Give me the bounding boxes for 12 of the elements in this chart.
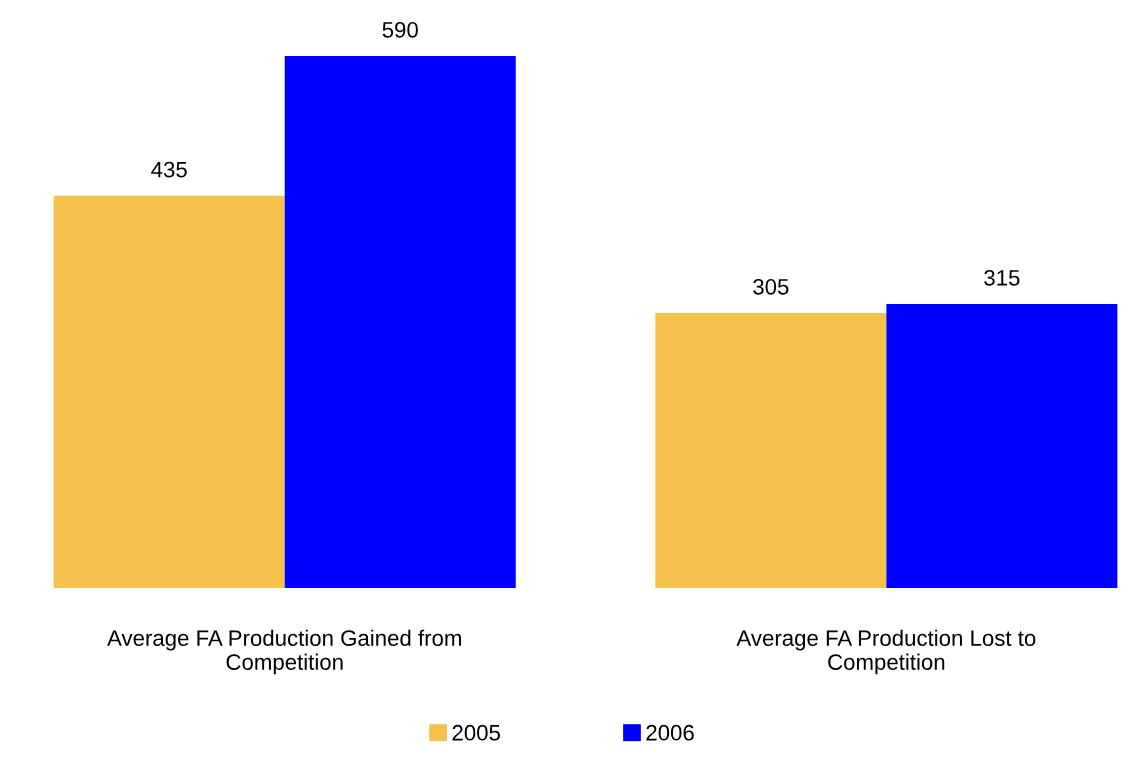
legend-label: 2005 <box>452 724 500 741</box>
data-label: 590 <box>382 21 418 38</box>
legend-label: 2006 <box>646 724 694 741</box>
x-tick-label: Average FA Production Gained from Competition <box>107 629 461 675</box>
bar <box>886 303 1118 588</box>
bar <box>655 312 887 588</box>
data-label: 435 <box>151 161 187 178</box>
bar <box>284 56 516 588</box>
data-label: 305 <box>753 278 789 295</box>
x-tick-label: Average FA Production Lost to Competition <box>736 629 1036 675</box>
data-label: 315 <box>984 269 1020 286</box>
bar <box>53 195 285 588</box>
